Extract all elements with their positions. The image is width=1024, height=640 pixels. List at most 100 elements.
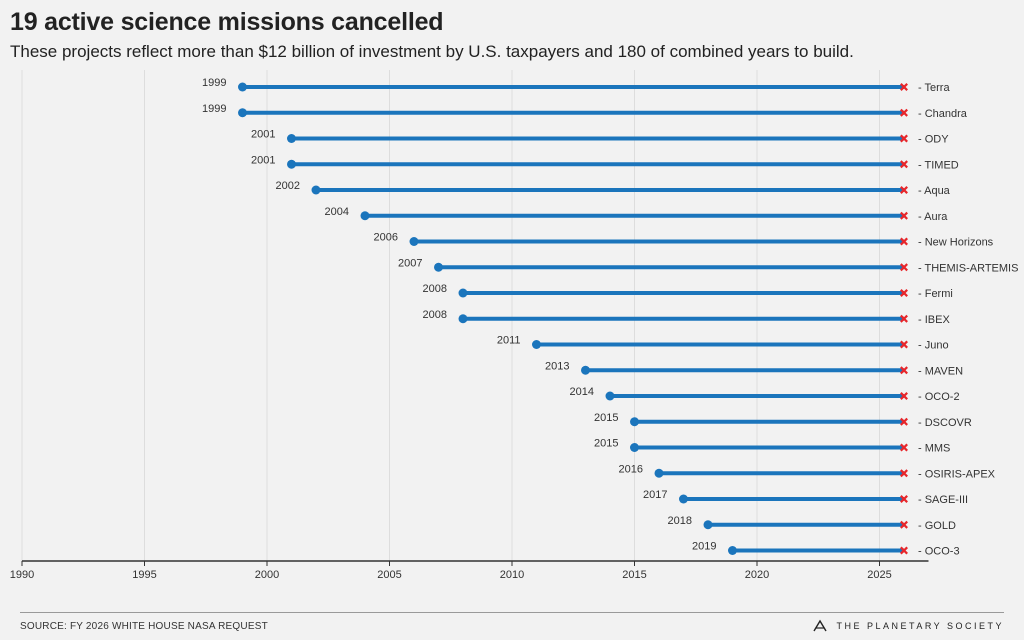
- mission-name-label: - SAGE-III: [918, 494, 968, 506]
- mission-name-label: - OCO-2: [918, 391, 960, 403]
- mission-start-dot: [581, 365, 590, 375]
- cancel-x-icon: [900, 211, 908, 220]
- mission-row: 2004 - Aura: [325, 206, 949, 223]
- mission-start-dot: [654, 468, 664, 478]
- mission-timeline-chart: 1990 1995 2000 2005 2010 2015 2020 2025 1999 - T…: [10, 70, 1018, 581]
- mission-start-dot: [532, 340, 541, 349]
- grid-lines: [21, 70, 880, 561]
- mission-name-label: - MMS: [918, 443, 950, 455]
- mission-name-label: - Juno: [918, 340, 949, 352]
- mission-start-year-label: 2016: [619, 463, 643, 475]
- mission-start-dot: [311, 185, 321, 195]
- mission-start-year-label: 2007: [398, 257, 422, 269]
- mission-start-year-label: 2004: [325, 206, 349, 218]
- cancel-x-icon: [900, 263, 908, 272]
- cancel-x-icon: [900, 340, 908, 349]
- mission-row: 2001 - ODY: [251, 129, 949, 146]
- mission-start-year-label: 2014: [570, 386, 594, 398]
- cancel-x-icon: [900, 160, 908, 169]
- mission-start-dot: [360, 211, 370, 221]
- mission-row: 1999 - Terra: [202, 77, 950, 94]
- mission-start-dot: [458, 288, 468, 298]
- mission-start-year-label: 1999: [202, 103, 226, 115]
- mission-start-year-label: 2006: [374, 232, 398, 244]
- cancel-x-icon: [900, 108, 908, 117]
- cancel-x-icon: [900, 417, 908, 426]
- mission-start-year-label: 2008: [423, 309, 447, 321]
- mission-name-label: - Fermi: [918, 288, 953, 300]
- mission-start-year-label: 2015: [594, 438, 618, 450]
- mission-rows: 1999 - Terra 1999 - Chandra 2001 - ODY 2001 - T…: [202, 77, 1018, 558]
- mission-start-dot: [679, 494, 688, 504]
- mission-row: 2013 - MAVEN: [545, 360, 963, 377]
- mission-start-year-label: 2013: [545, 360, 569, 372]
- cancel-x-icon: [900, 495, 908, 503]
- mission-name-label: - Terra: [918, 82, 950, 94]
- mission-start-year-label: 1999: [202, 77, 226, 89]
- mission-start-dot: [458, 314, 468, 324]
- mission-start-dot: [630, 417, 639, 427]
- mission-name-label: - OSIRIS-APEX: [918, 468, 996, 480]
- mission-start-year-label: 2015: [594, 412, 618, 424]
- x-tick-label: 1995: [132, 569, 156, 581]
- cancel-x-icon: [900, 366, 908, 375]
- mission-name-label: - Aqua: [918, 185, 951, 197]
- mission-row: 2016 - OSIRIS-APEX: [619, 463, 996, 480]
- mission-start-year-label: 2001: [251, 154, 275, 166]
- mission-row: 2008 - Fermi: [423, 283, 953, 300]
- cancel-x-icon: [900, 392, 908, 400]
- planetary-society-logo: THE PLANETARY SOCIETY: [812, 619, 1004, 633]
- mission-row: 2015 - MMS: [594, 438, 950, 455]
- mission-name-label: - Chandra: [918, 108, 968, 120]
- cancel-x-icon: [900, 237, 908, 246]
- mission-start-year-label: 2018: [668, 515, 692, 527]
- planetary-society-logo-icon: [813, 619, 828, 632]
- cancel-x-icon: [900, 546, 908, 555]
- mission-row: 2015 - DSCOVR: [594, 412, 972, 429]
- mission-start-year-label: 2019: [692, 541, 716, 553]
- x-tick-label: 2010: [500, 569, 524, 581]
- source-note: SOURCE: FY 2026 WHITE HOUSE NASA REQUEST: [20, 621, 268, 632]
- mission-name-label: - TIMED: [918, 159, 959, 171]
- mission-start-year-label: 2001: [251, 129, 275, 141]
- cancel-x-icon: [900, 289, 908, 297]
- mission-start-dot: [409, 237, 419, 246]
- x-tick-label: 2005: [377, 569, 401, 581]
- cancel-x-icon: [900, 134, 908, 143]
- cancel-x-icon: [900, 83, 908, 91]
- cancel-x-icon: [900, 314, 908, 323]
- cancel-x-icon: [900, 520, 908, 529]
- mission-row: 2011 - Juno: [497, 335, 949, 352]
- mission-row: 2019 - OCO-3: [692, 541, 960, 558]
- mission-name-label: - GOLD: [918, 520, 956, 532]
- mission-start-dot: [605, 391, 615, 401]
- mission-start-dot: [703, 520, 713, 530]
- mission-start-dot: [630, 443, 639, 452]
- mission-row: 2008 - IBEX: [423, 309, 951, 326]
- mission-start-dot: [728, 546, 737, 555]
- mission-start-dot: [434, 262, 443, 272]
- mission-start-dot: [238, 82, 247, 92]
- x-tick-label: 2020: [745, 569, 769, 581]
- mission-row: 2001 - TIMED: [251, 154, 959, 171]
- mission-row: 2007 - THEMIS-ARTEMIS: [398, 257, 1018, 274]
- mission-row: 2002 - Aqua: [276, 180, 951, 197]
- mission-name-label: - DSCOVR: [918, 417, 972, 429]
- mission-name-label: - OCO-3: [918, 546, 960, 558]
- mission-start-dot: [287, 134, 296, 143]
- mission-row: 1999 - Chandra: [202, 103, 968, 120]
- mission-name-label: - ODY: [918, 134, 949, 146]
- mission-row: 2017 - SAGE-III: [643, 489, 968, 506]
- x-tick-label: 2015: [622, 569, 646, 581]
- mission-row: 2014 - OCO-2: [570, 386, 960, 403]
- x-tick-label: 2000: [255, 569, 279, 581]
- mission-start-year-label: 2002: [276, 180, 300, 192]
- mission-name-label: - THEMIS-ARTEMIS: [918, 262, 1018, 274]
- chart-title: 19 active science missions cancelled: [10, 8, 444, 36]
- mission-name-label: - MAVEN: [918, 365, 963, 377]
- mission-row: 2018 - GOLD: [668, 515, 956, 532]
- mission-name-label: - IBEX: [918, 314, 950, 326]
- mission-name-label: - New Horizons: [918, 237, 994, 249]
- mission-name-label: - Aura: [918, 211, 948, 223]
- logo-text: THE PLANETARY SOCIETY: [836, 621, 1004, 631]
